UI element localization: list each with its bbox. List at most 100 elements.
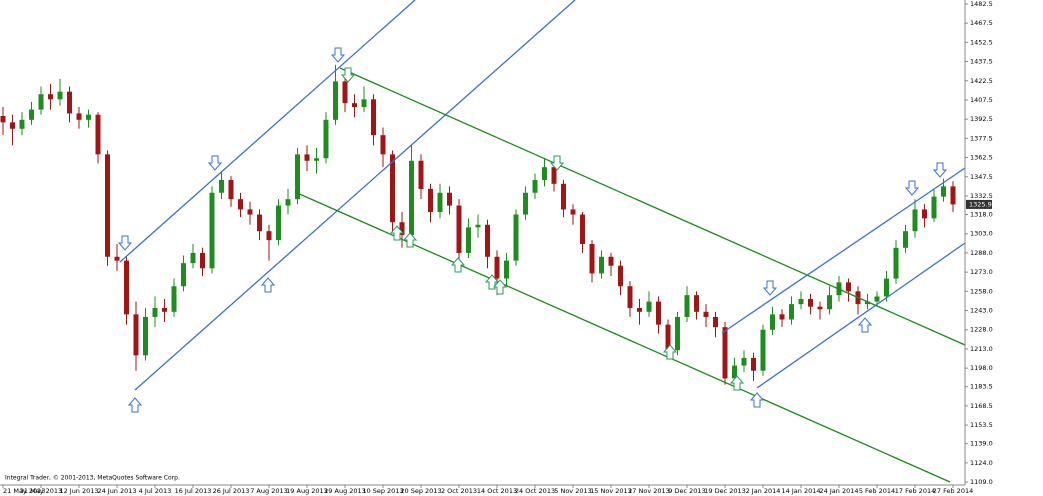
x-tick-label: 26 Jul 2013: [213, 487, 250, 495]
candle-body: [409, 160, 414, 236]
candle-body: [846, 282, 851, 292]
y-tick-label: 1258.0: [970, 287, 993, 295]
candle-body: [475, 224, 481, 228]
arrow: [208, 155, 222, 171]
y-tick-label: 1407.5: [970, 96, 993, 104]
candle-body: [342, 81, 348, 104]
candle-body: [760, 329, 766, 371]
y-tick-label: 1288.0: [970, 249, 993, 257]
candle-body: [675, 316, 680, 351]
y-tick-label: 1482.5: [970, 0, 993, 8]
channel-line: [134, 0, 576, 391]
candle-body: [941, 186, 946, 197]
channels: [119, 0, 966, 483]
candle-body: [162, 307, 167, 312]
candle-body: [124, 260, 129, 315]
candle-body: [494, 256, 500, 279]
candle-body: [808, 299, 813, 307]
candle-body: [266, 231, 272, 241]
candle-body: [713, 316, 718, 328]
candle-body: [884, 278, 889, 297]
candle-body: [171, 286, 177, 312]
candle-body: [257, 214, 262, 232]
y-tick-label: 1303.0: [970, 230, 993, 238]
candle-body: [903, 231, 908, 248]
x-tick-label: 10 Sep 2013: [362, 487, 403, 495]
candle-body: [599, 256, 604, 274]
candle-body: [437, 192, 443, 212]
x-tick-label: 4 Jul 2013: [139, 487, 172, 495]
candle-body: [95, 114, 101, 155]
arrow: [128, 397, 142, 413]
candle-body: [228, 179, 234, 200]
candle-body: [646, 301, 652, 312]
x-tick-label: 24 Oct 2013: [515, 487, 555, 495]
channel-line: [756, 242, 966, 389]
arrow: [261, 277, 275, 293]
y-tick-label: 1139.0: [970, 440, 993, 448]
candle-body: [361, 99, 367, 108]
x-tick-label: 20 Sep 2013: [400, 487, 441, 495]
y-tick-label: 1392.5: [970, 115, 993, 123]
y-tick-label: 1377.5: [970, 134, 993, 142]
candle-body: [627, 286, 633, 308]
candle-body: [684, 295, 690, 317]
candle-body: [637, 307, 642, 312]
candle-body: [570, 209, 576, 215]
y-tick-label: 1362.5: [970, 154, 993, 162]
channel-line: [294, 191, 951, 483]
x-tick-label: 31 May 2013: [20, 487, 62, 495]
candle-body: [19, 119, 25, 129]
candle-body: [865, 301, 870, 305]
candle-body: [219, 179, 224, 193]
arrow: [763, 280, 777, 296]
candle-body: [456, 205, 462, 253]
candle-body: [380, 135, 386, 155]
candle-body: [447, 192, 452, 206]
candle-body: [732, 365, 737, 379]
x-tick-label: 2 Oct 2013: [441, 487, 477, 495]
candle-body: [105, 154, 110, 257]
x-tick-label: 5 Nov 2013: [554, 487, 592, 495]
candle-body: [352, 103, 357, 108]
arrow: [933, 162, 947, 178]
x-tick-label: 29 Aug 2013: [324, 487, 366, 495]
y-tick-label: 1168.5: [970, 402, 993, 410]
candle-body: [390, 154, 395, 223]
candle-body: [190, 252, 196, 264]
y-tick-label: 1318.0: [970, 211, 993, 219]
candle-body: [703, 311, 709, 317]
arrow: [451, 257, 465, 273]
y-tick-label: 1198.0: [970, 364, 993, 372]
x-tick-label: 12 Jun 2013: [59, 487, 98, 495]
candle-body: [333, 81, 338, 120]
candle-body: [48, 94, 53, 100]
candle-body: [67, 91, 72, 114]
y-tick-label: 1452.5: [970, 38, 993, 46]
candle-body: [874, 296, 880, 302]
candle-body: [133, 314, 139, 356]
candle-body: [694, 295, 699, 312]
y-tick-label: 1467.5: [970, 19, 993, 27]
arrow: [118, 235, 132, 251]
candle-body: [912, 209, 918, 232]
y-tick-label: 1124.0: [970, 459, 993, 467]
candle-body: [200, 252, 205, 269]
candle-body: [181, 263, 186, 287]
candle-body: [513, 214, 519, 261]
x-tick-label: 7 Aug 2013: [250, 487, 288, 495]
last-price-label: 1325.9: [969, 200, 992, 208]
x-tick-label: 9 Dec 2013: [668, 487, 705, 495]
y-tick-label: 1422.5: [970, 77, 993, 85]
candle-body: [589, 243, 595, 274]
candle-body: [741, 357, 747, 366]
candle-body: [751, 357, 756, 371]
y-tick-label: 1347.5: [970, 173, 993, 181]
candle-body: [608, 256, 614, 266]
candle-body: [466, 227, 471, 253]
candle-body: [57, 91, 63, 100]
candle-body: [656, 301, 661, 325]
candle-body: [523, 192, 528, 215]
candle-body: [779, 314, 785, 320]
candle-body: [247, 209, 253, 215]
